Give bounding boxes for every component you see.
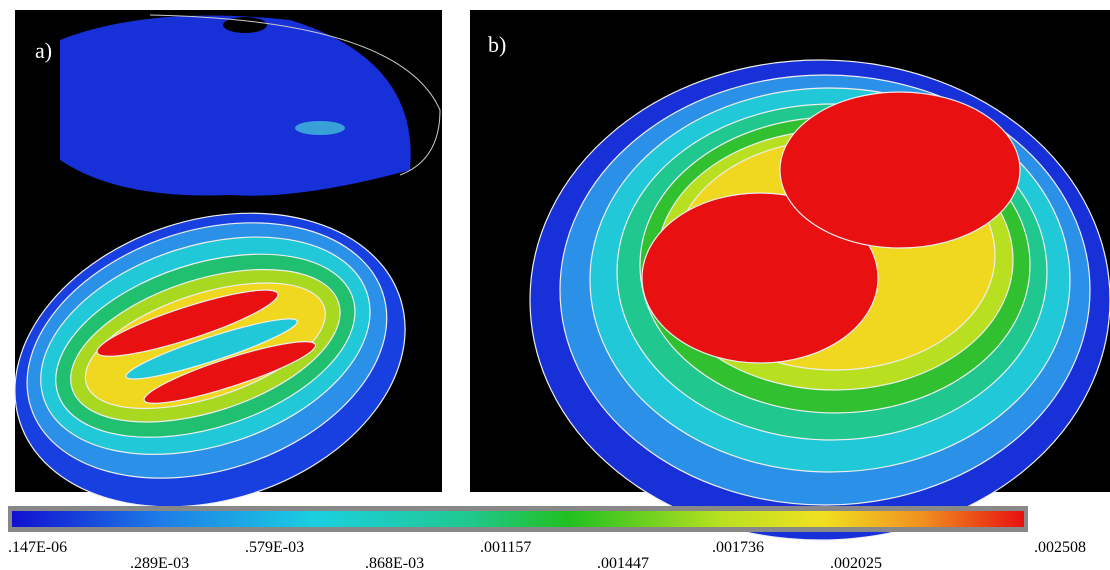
legend-label: .868E-03: [365, 555, 424, 570]
contour: [779, 91, 1021, 249]
hole: [223, 17, 267, 33]
colorbar-gradient: [12, 511, 1024, 527]
panel-label: b): [488, 32, 506, 57]
panel-b: b): [470, 10, 1110, 541]
panel-label: a): [35, 38, 52, 63]
hole: [295, 121, 345, 135]
legend-label: .289E-03: [130, 555, 189, 570]
panel-a: a): [14, 10, 442, 508]
contours: [14, 212, 406, 508]
contour: [96, 289, 279, 357]
dome: [60, 15, 411, 196]
legend-label: .579E-03: [245, 539, 304, 556]
legend-label: .147E-06: [8, 539, 67, 556]
contours: [529, 59, 1110, 541]
mask: [470, 10, 510, 492]
legend-label: .002025: [830, 555, 882, 570]
outline: [149, 14, 441, 176]
contour: [125, 318, 298, 380]
legend-label: .002508: [1034, 539, 1086, 556]
contour: [641, 192, 879, 364]
legend-label: .001157: [480, 539, 531, 556]
contour: [143, 341, 317, 404]
colorbar: .147E-06 .289E-03 .579E-03 .868E-03 .001…: [8, 506, 1086, 570]
legend-label: .001736: [712, 539, 764, 556]
legend-label: .001447: [597, 555, 649, 570]
